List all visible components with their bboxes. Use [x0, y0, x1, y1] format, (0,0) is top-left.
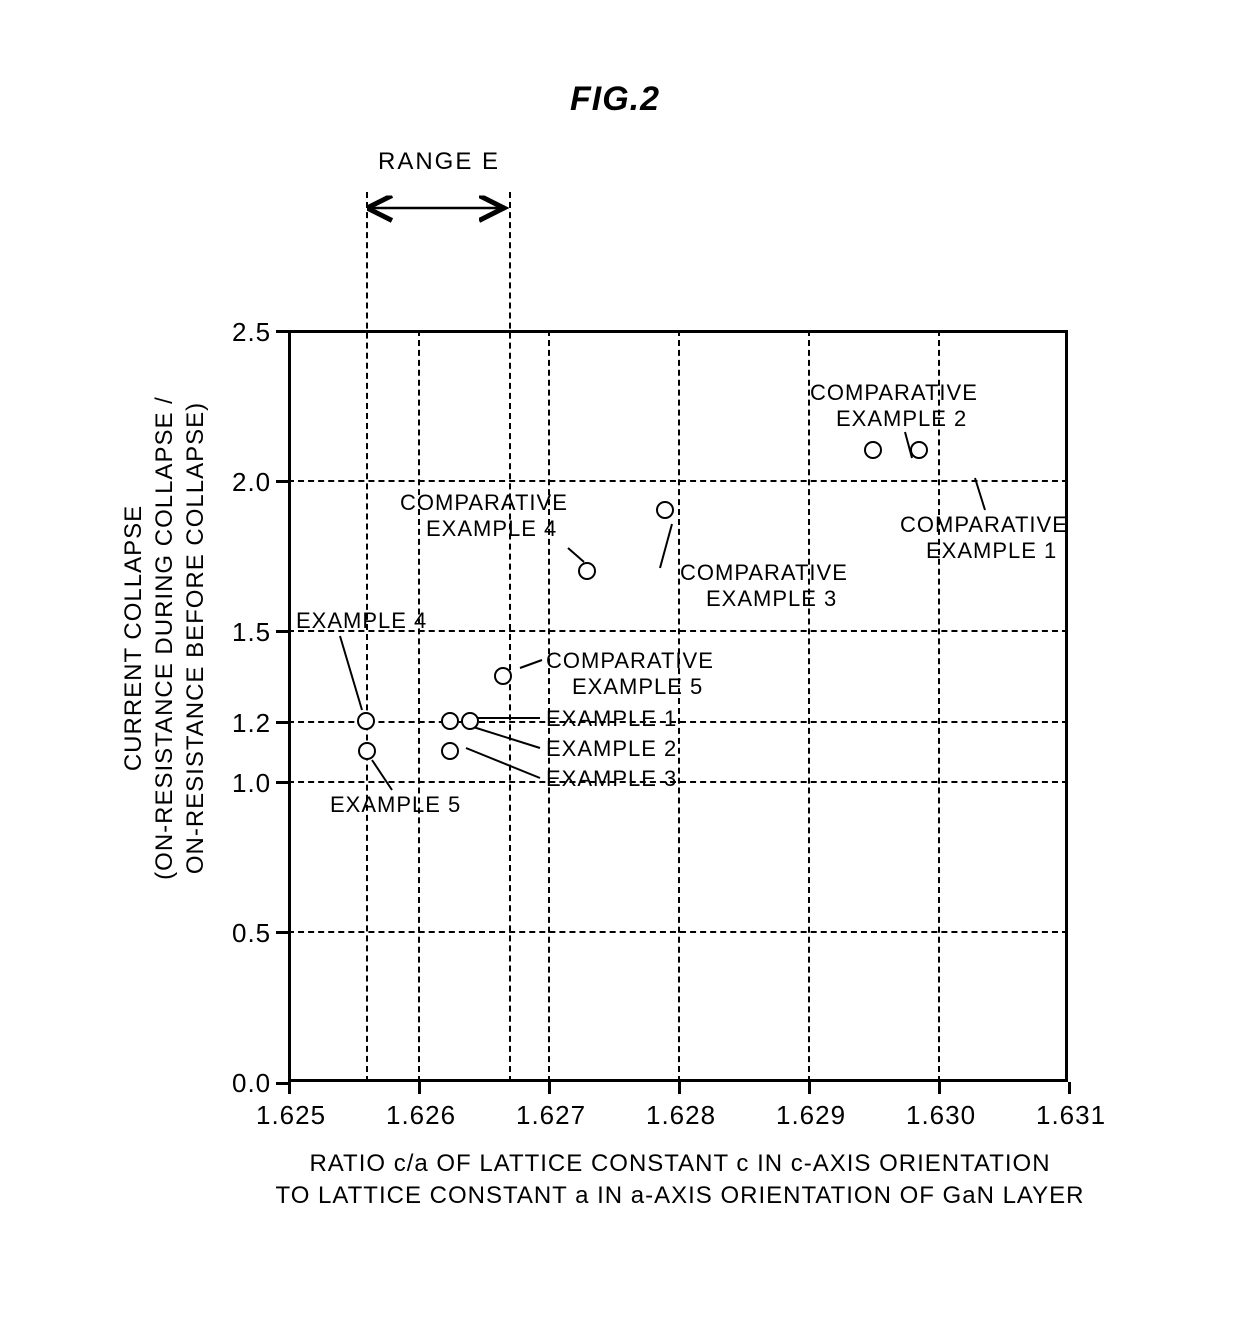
label-ce5-l1: COMPARATIVE — [546, 648, 714, 674]
label-ce4-l2: EXAMPLE 4 — [426, 516, 557, 542]
x-axis-label-line: TO LATTICE CONSTANT a IN a-AXIS ORIENTAT… — [260, 1180, 1100, 1212]
figure-title: FIG.2 — [570, 80, 660, 119]
ytick — [276, 931, 288, 934]
xtick — [678, 1082, 681, 1094]
label-ce2-l2: EXAMPLE 2 — [836, 406, 967, 432]
point-ex4 — [357, 712, 375, 730]
point-ex1 — [461, 712, 479, 730]
label-ex2: EXAMPLE 2 — [546, 736, 677, 762]
range-e-line-left — [366, 192, 368, 1082]
label-ce1-l2: EXAMPLE 1 — [926, 538, 1057, 564]
xtick-label: 1.625 — [256, 1100, 326, 1131]
grid-v — [678, 330, 680, 1082]
point-ce5 — [494, 667, 512, 685]
grid-v — [808, 330, 810, 1082]
range-e-line-right — [509, 192, 511, 1082]
ytick-label: 1.2 — [232, 708, 271, 739]
xtick-label: 1.626 — [386, 1100, 456, 1131]
point-ce1 — [910, 441, 928, 459]
ytick — [276, 630, 288, 633]
ytick-label: 0.5 — [232, 918, 271, 949]
point-ce4 — [578, 562, 596, 580]
label-ce4-l1: COMPARATIVE — [400, 490, 568, 516]
ytick — [276, 330, 288, 333]
xtick — [1068, 1082, 1071, 1094]
ytick-label: 1.0 — [232, 768, 271, 799]
y-axis-label-line: ON-RESISTANCE BEFORE COLLAPSE) — [180, 358, 211, 918]
ytick — [276, 1082, 288, 1085]
xtick — [548, 1082, 551, 1094]
label-ce3-l2: EXAMPLE 3 — [706, 586, 837, 612]
grid-h — [288, 931, 1068, 933]
label-ex1: EXAMPLE 1 — [546, 706, 677, 732]
xtick-label: 1.629 — [776, 1100, 846, 1131]
point-ce3 — [656, 501, 674, 519]
xtick — [808, 1082, 811, 1094]
xtick — [938, 1082, 941, 1094]
ytick — [276, 721, 288, 724]
ytick-label: 1.5 — [232, 617, 271, 648]
ytick-label: 0.0 — [232, 1068, 271, 1099]
xtick — [418, 1082, 421, 1094]
grid-h — [288, 480, 1068, 482]
point-ex5 — [358, 742, 376, 760]
ytick-label: 2.0 — [232, 467, 271, 498]
label-ce1-l1: COMPARATIVE — [900, 512, 1068, 538]
xtick-label: 1.631 — [1036, 1100, 1106, 1131]
label-ex4: EXAMPLE 4 — [296, 608, 427, 634]
label-ce5-l2: EXAMPLE 5 — [572, 674, 703, 700]
point-ex3 — [441, 742, 459, 760]
range-e-label: RANGE E — [378, 148, 500, 176]
ytick — [276, 480, 288, 483]
ytick-label: 2.5 — [232, 317, 271, 348]
grid-v — [938, 330, 940, 1082]
point-ex2 — [441, 712, 459, 730]
grid-h — [288, 721, 1068, 723]
label-ce3-l1: COMPARATIVE — [680, 560, 848, 586]
y-axis-label-line: (ON-RESISTANCE DURING COLLAPSE / — [149, 358, 180, 918]
xtick-label: 1.628 — [646, 1100, 716, 1131]
y-axis-label: CURRENT COLLAPSE (ON-RESISTANCE DURING C… — [118, 358, 212, 918]
xtick-label: 1.630 — [906, 1100, 976, 1131]
label-ex3: EXAMPLE 3 — [546, 766, 677, 792]
x-axis-label-line: RATIO c/a OF LATTICE CONSTANT c IN c-AXI… — [260, 1148, 1100, 1180]
point-ce2 — [864, 441, 882, 459]
y-axis-label-line: CURRENT COLLAPSE — [118, 358, 149, 918]
grid-h — [288, 781, 1068, 783]
xtick-label: 1.627 — [516, 1100, 586, 1131]
grid-v — [418, 330, 420, 1082]
label-ex5: EXAMPLE 5 — [330, 792, 461, 818]
xtick — [288, 1082, 291, 1094]
figure-canvas: FIG.2 — [0, 0, 1240, 1334]
x-axis-label: RATIO c/a OF LATTICE CONSTANT c IN c-AXI… — [260, 1148, 1100, 1213]
label-ce2-l1: COMPARATIVE — [810, 380, 978, 406]
ytick — [276, 781, 288, 784]
